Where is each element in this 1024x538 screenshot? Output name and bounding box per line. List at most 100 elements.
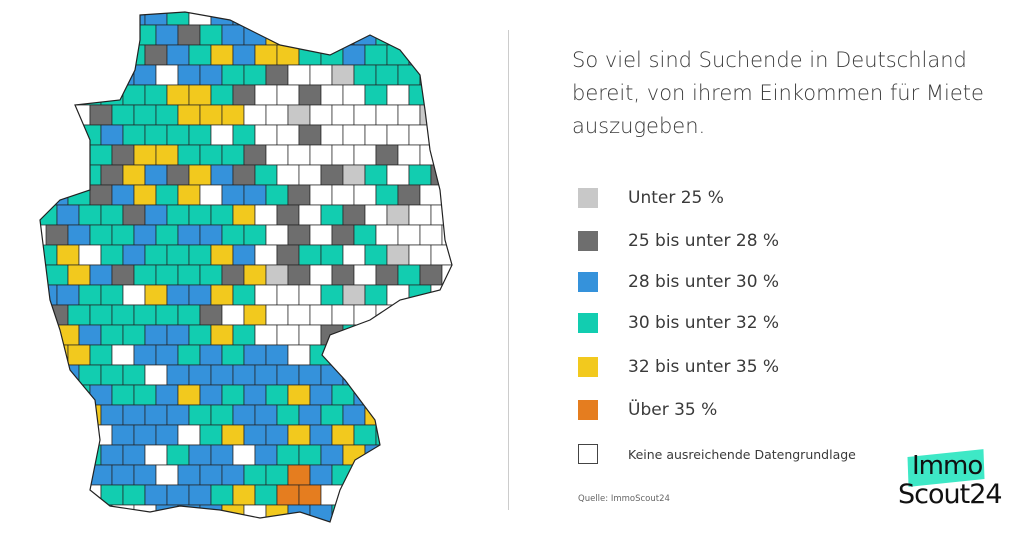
district-region [221,264,245,286]
district-region [309,144,333,166]
district-region [155,224,179,246]
district-region [419,344,443,366]
district-region [464,345,486,365]
district-region [287,304,311,326]
district-region [375,144,399,166]
immoscout24-logo: Immo Scout24 [896,449,1003,514]
district-region [342,12,366,26]
district-region [409,525,431,538]
district-region [254,444,278,466]
district-region [122,324,146,346]
district-region [100,124,124,146]
district-region [419,384,443,406]
district-region [166,124,190,146]
legend-item-under-25: Unter 25 % [578,188,724,208]
district-region [188,204,212,226]
logo-text: Scout24 [898,479,1003,510]
district-region [364,44,388,66]
district-region [453,365,475,385]
district-region [387,525,409,538]
district-region [210,204,234,226]
district-region [408,484,432,506]
district-region [155,424,179,446]
district-region [221,464,245,486]
district-region [177,424,201,446]
district-region [320,404,344,426]
district-region [57,525,79,538]
district-region [353,504,377,522]
district-region [265,24,289,46]
district-region [298,244,322,266]
district-region [40,404,58,426]
district-region [453,285,475,305]
district-region [232,324,256,346]
district-region [298,364,322,386]
district-region [276,444,300,466]
district-region [353,224,377,246]
district-region [419,304,443,326]
district-region [287,64,311,86]
district-region [419,184,443,206]
district-region [89,264,113,286]
district-region [40,324,58,346]
district-region [254,484,278,506]
district-region [287,224,311,246]
district-region [100,404,124,426]
district-region [453,125,475,145]
district-region [397,144,421,166]
district-region [419,264,443,286]
district-region [144,244,168,266]
district-region [408,404,432,426]
district-region [276,324,300,346]
district-region [353,424,377,446]
district-region [122,444,146,466]
district-region [265,344,289,366]
district-region [408,44,432,66]
district-region [188,124,212,146]
legend-label: 25 bis unter 28 % [628,231,780,251]
district-region [453,325,475,345]
district-region [40,44,58,66]
district-region [331,304,355,326]
legend-item-28-30: 28 bis unter 30 % [578,272,779,292]
district-region [254,44,278,66]
district-region [453,405,475,425]
district-region [287,184,311,206]
district-region [210,84,234,106]
district-region [199,104,223,126]
legend-label: 32 bis unter 35 % [628,357,780,377]
district-region [254,12,278,26]
district-region [232,444,256,466]
district-region [155,184,179,206]
district-region [210,164,234,186]
district-region [254,244,278,266]
district-region [100,164,124,186]
district-region [254,164,278,186]
district-region [40,124,58,146]
district-region [133,264,157,286]
district-region [309,224,333,246]
district-region [89,184,113,206]
district-region [375,224,399,246]
district-region [145,525,167,538]
district-region [188,44,212,66]
district-region [364,284,388,306]
district-region [342,124,366,146]
legend-swatch [578,272,598,292]
district-region [111,424,135,446]
district-region [188,444,212,466]
district-region [221,64,245,86]
district-region [453,205,475,225]
district-region [221,224,245,246]
district-region [309,64,333,86]
legend-label: 28 bis unter 30 % [628,272,780,292]
source-note: Quelle: ImmoScout24 [578,494,670,504]
district-region [364,484,388,506]
legend-item-30-32: 30 bis unter 32 % [578,313,779,333]
district-region [254,284,278,306]
district-region [298,404,322,426]
district-region [199,144,223,166]
district-region [122,484,146,506]
district-region [430,284,452,306]
district-region [364,164,388,186]
